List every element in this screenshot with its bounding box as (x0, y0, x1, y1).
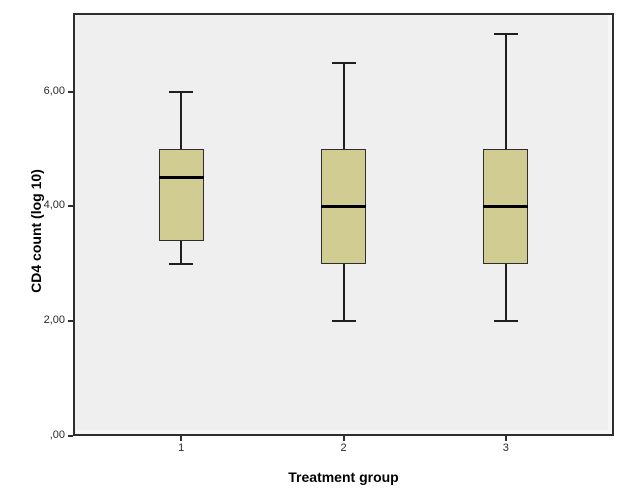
median-line (158, 176, 204, 180)
y-tick-label: 6,00 (43, 84, 65, 97)
y-tick-mark (68, 435, 73, 437)
whisker-lower-stem (180, 240, 183, 264)
whisker-upper-stem (504, 34, 507, 150)
y-tick-mark (68, 320, 73, 323)
whisker-upper-stem (180, 91, 183, 150)
x-tick-mark (504, 436, 507, 441)
median-line (483, 204, 529, 208)
whisker-lower-cap (331, 320, 356, 323)
whisker-lower-cap (169, 262, 194, 265)
x-tick-mark (342, 436, 345, 441)
x-tick-label: 2 (340, 442, 347, 454)
whisker-upper-cap (331, 61, 356, 64)
whisker-lower-cap (493, 320, 518, 323)
y-tick-label: 2,00 (43, 314, 65, 327)
median-line (321, 204, 366, 208)
whisker-upper-cap (169, 90, 194, 93)
whisker-upper-cap (493, 33, 518, 36)
y-axis-title: CD4 count (log 10) (28, 169, 44, 293)
x-tick-label: 3 (502, 442, 509, 454)
y-tick-label: ,00 (49, 429, 65, 441)
x-tick-label: 1 (178, 442, 185, 454)
x-axis-title: Treatment group (288, 469, 399, 485)
y-tick-label: 4,00 (43, 199, 65, 212)
x-tick-mark (180, 436, 183, 441)
whisker-lower-stem (342, 263, 345, 322)
box (158, 149, 204, 241)
whisker-lower-stem (504, 263, 507, 322)
y-tick-mark (68, 90, 73, 93)
whisker-upper-stem (342, 62, 345, 149)
y-tick-mark (68, 205, 73, 208)
